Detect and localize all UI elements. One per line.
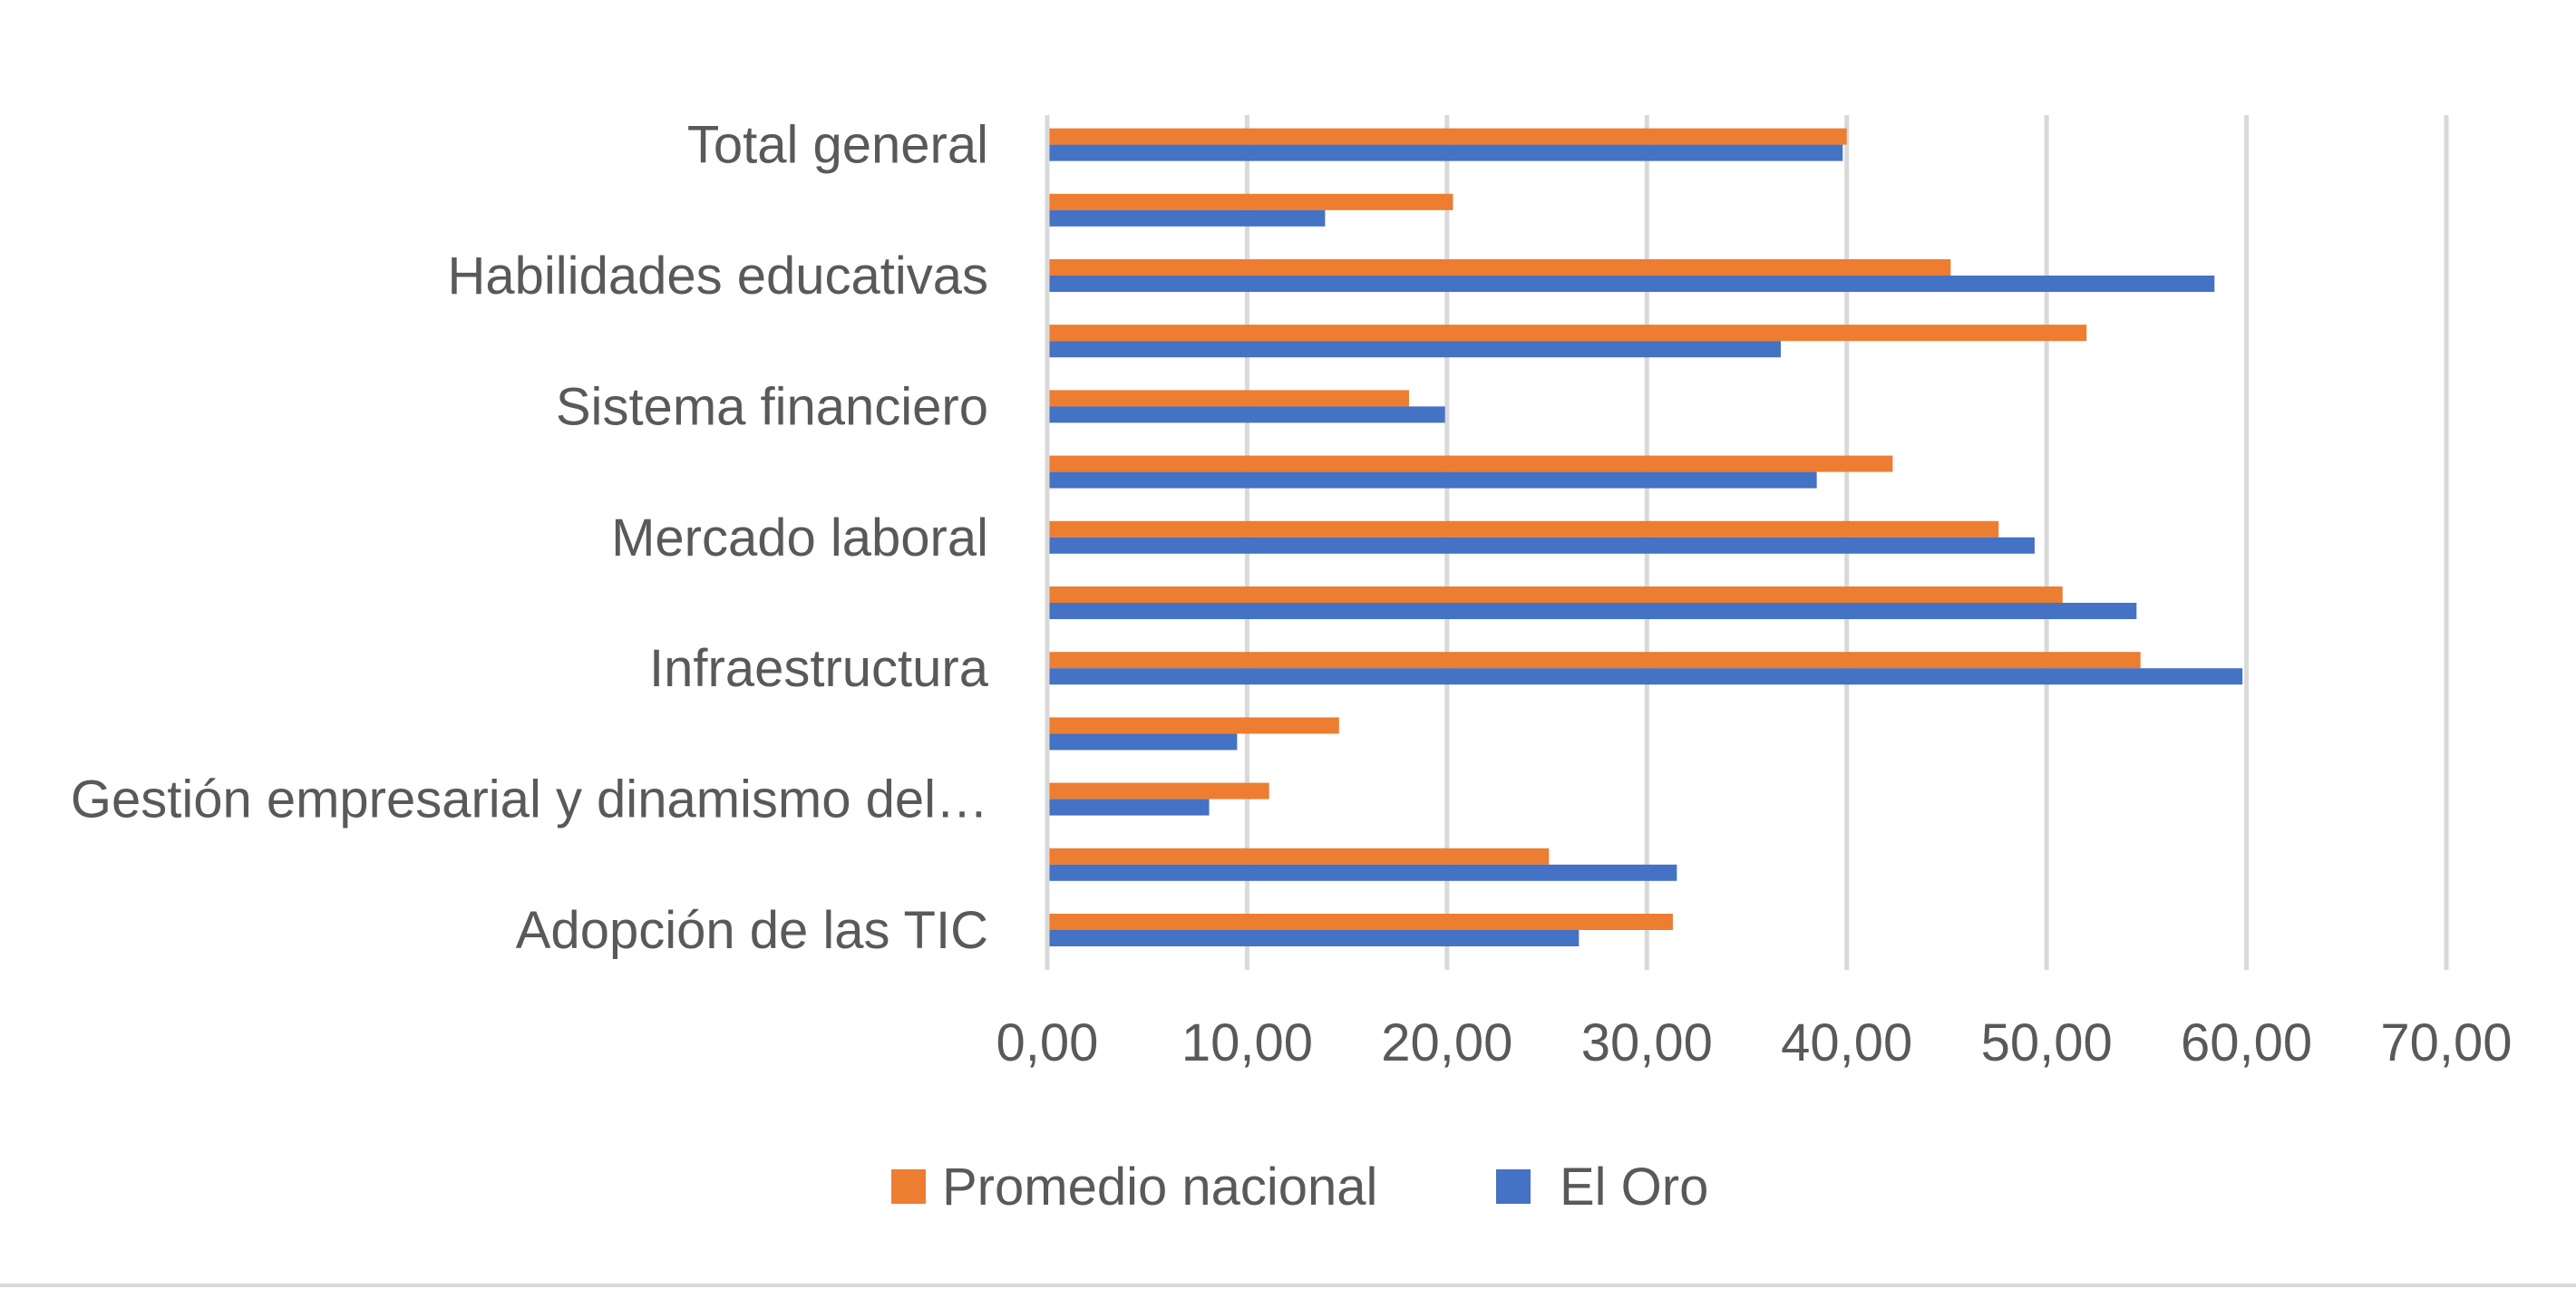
legend-swatch-el-oro xyxy=(1496,1169,1531,1204)
bar-promedio-nacional xyxy=(1047,259,1951,276)
bar-el-oro xyxy=(1047,144,1843,161)
category-label: Adopción de las TIC xyxy=(516,901,988,960)
tick-labels: 0,00 10,00 20,00 30,00 40,00 50,00 60,00 70,00 xyxy=(996,1013,2513,1072)
bar-el-oro xyxy=(1047,471,1817,489)
bar-el-oro xyxy=(1047,341,1781,358)
bar-promedio-nacional xyxy=(1047,193,1453,210)
legend-label-el-oro: El Oro xyxy=(1560,1158,1708,1216)
bar-promedio-nacional xyxy=(1047,914,1673,930)
bar-el-oro xyxy=(1047,799,1210,816)
bar-promedio-nacional xyxy=(1047,128,1847,145)
x-tick-label: 30,00 xyxy=(1581,1013,1713,1072)
bar-promedio-nacional xyxy=(1047,848,1550,865)
bar-promedio-nacional xyxy=(1047,586,2063,603)
bar-el-oro xyxy=(1047,733,1238,751)
category-label: Sistema financiero xyxy=(556,377,988,436)
category-label: Infraestructura xyxy=(649,639,989,698)
bar-promedio-nacional xyxy=(1047,652,2141,669)
bar-promedio-nacional xyxy=(1047,325,2087,342)
bar-layer xyxy=(1047,128,2243,946)
category-labels: Adopción de las TIC Gestión empresarial y… xyxy=(71,116,989,960)
bar-el-oro xyxy=(1047,209,1326,227)
bar-el-oro xyxy=(1047,668,2243,685)
legend-label-promedio-nacional: Promedio nacional xyxy=(942,1158,1377,1216)
bar-el-oro xyxy=(1047,406,1445,423)
x-tick-label: 10,00 xyxy=(1181,1013,1313,1072)
x-tick-label: 50,00 xyxy=(1981,1013,2113,1072)
x-tick-label: 70,00 xyxy=(2380,1013,2512,1072)
bar-promedio-nacional xyxy=(1047,717,1339,734)
bar-el-oro xyxy=(1047,930,1580,946)
bar-el-oro xyxy=(1047,537,2035,554)
category-label: Gestión empresarial y dinamismo del… xyxy=(71,770,988,829)
legend: Promedio nacional El Oro xyxy=(891,1158,1708,1216)
x-tick-label: 0,00 xyxy=(996,1013,1099,1072)
bar-promedio-nacional xyxy=(1047,782,1269,800)
category-label: Total general xyxy=(687,116,988,175)
category-label: Habilidades educativas xyxy=(448,247,988,305)
x-tick-label: 60,00 xyxy=(2181,1013,2312,1072)
bar-promedio-nacional xyxy=(1047,390,1409,407)
x-tick-label: 20,00 xyxy=(1381,1013,1512,1072)
bar-el-oro xyxy=(1047,864,1677,881)
bar-promedio-nacional xyxy=(1047,455,1893,472)
category-label: Mercado laboral xyxy=(611,509,988,567)
x-tick-label: 40,00 xyxy=(1781,1013,1912,1072)
bar-el-oro xyxy=(1047,603,2137,619)
bar-promedio-nacional xyxy=(1047,520,1999,538)
legend-swatch-promedio-nacional xyxy=(891,1169,926,1204)
bar-el-oro xyxy=(1047,276,2215,292)
